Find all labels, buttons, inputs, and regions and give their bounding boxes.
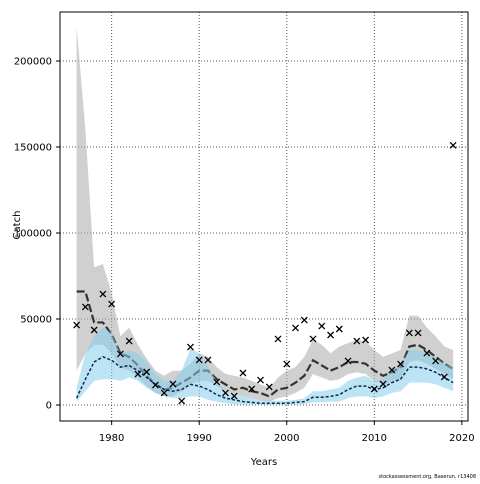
observed-point: [116, 350, 124, 358]
x-tick-label: 2010: [362, 433, 387, 444]
observed-point: [143, 368, 151, 376]
observed-point: [248, 385, 256, 393]
observed-point: [81, 303, 89, 311]
observed-point: [449, 141, 457, 149]
observed-point: [213, 378, 221, 386]
observed-point: [265, 383, 273, 391]
observed-point: [397, 360, 405, 368]
observed-point: [423, 349, 431, 357]
observed-point: [99, 290, 107, 298]
x-axis-label: Years: [250, 457, 277, 468]
observed-point: [327, 331, 335, 339]
observed-point: [151, 381, 159, 389]
observed-point: [125, 337, 133, 345]
observed-point: [292, 324, 299, 332]
x-tick-label: 2020: [449, 433, 474, 444]
y-tick-label: 150000: [14, 143, 52, 154]
footnote: stockassessment.org, Baserun, r13408: [379, 474, 477, 480]
y-tick-label: 0: [46, 401, 52, 412]
observed-point: [274, 335, 282, 343]
observed-point: [239, 369, 247, 377]
x-tick-label: 1990: [186, 433, 211, 444]
observed-point: [195, 356, 203, 364]
observed-point: [230, 392, 238, 400]
y-axis-label: Catch: [12, 211, 23, 240]
observed-point: [222, 389, 229, 397]
observed-point: [300, 316, 308, 324]
observed-point: [379, 380, 387, 388]
observed-point: [108, 300, 116, 308]
observed-point: [204, 356, 212, 364]
y-tick-label: 50000: [20, 315, 52, 326]
y-tick-label: 100000: [14, 229, 52, 240]
observed-point: [134, 370, 142, 378]
confidence-band: [76, 26, 454, 402]
observed-point: [318, 322, 326, 330]
observed-point: [405, 329, 413, 337]
observed-point: [370, 385, 378, 393]
x-tick-label: 2000: [274, 433, 299, 444]
observed-point: [160, 389, 168, 397]
observed-point: [388, 366, 396, 374]
observed-point: [169, 380, 177, 388]
plot-frame: [59, 11, 469, 422]
observed-point: [353, 337, 361, 345]
x-tick-label: 1980: [99, 433, 124, 444]
observed-point: [362, 336, 370, 344]
observed-point: [440, 373, 448, 381]
observed-point: [186, 343, 194, 351]
observed-point: [414, 329, 422, 337]
observed-point: [73, 321, 81, 329]
observed-point: [90, 326, 98, 334]
y-tick-label: 200000: [14, 57, 52, 68]
observed-point: [344, 357, 352, 365]
observed-point: [178, 397, 186, 405]
observed-point: [257, 376, 264, 384]
observed-point: [283, 360, 291, 368]
observed-point: [309, 335, 317, 343]
observed-point: [432, 357, 440, 365]
observed-point: [335, 325, 343, 333]
